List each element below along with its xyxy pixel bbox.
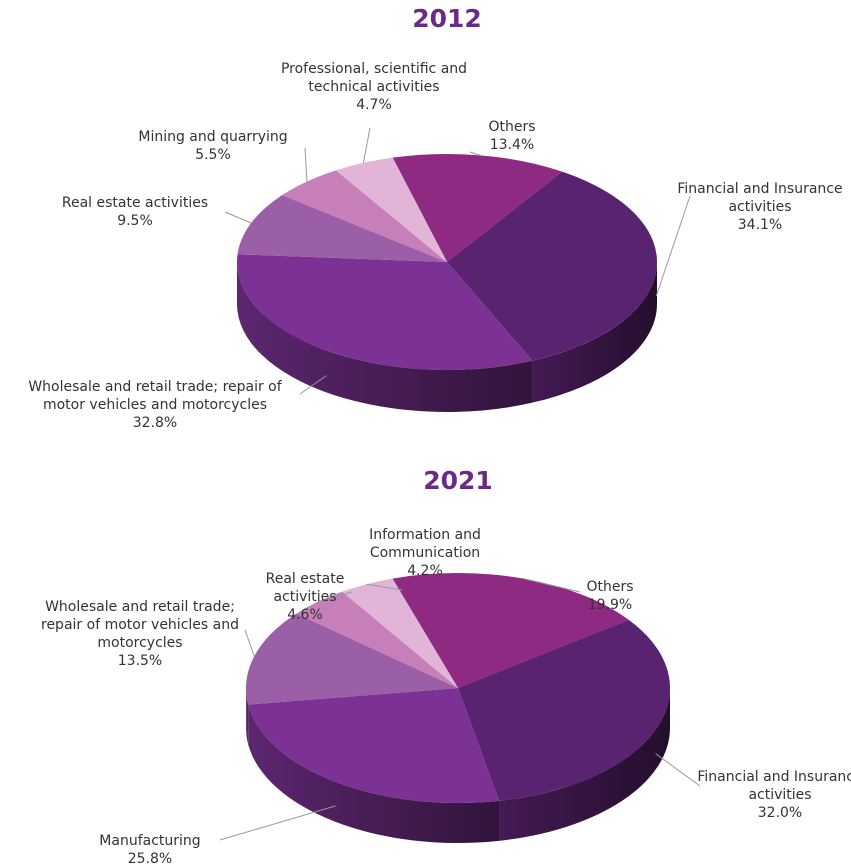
leader-line [317, 591, 353, 603]
slice-label: Real estate activities 4.6% [260, 570, 350, 624]
leader-line [244, 629, 255, 657]
pie-slice [458, 619, 671, 801]
leader-line [655, 753, 701, 787]
pie-side [532, 262, 657, 403]
slice-name: Wholesale and retail trade; repair of mo… [41, 599, 239, 651]
slice-value: 9.5% [117, 213, 153, 229]
slice-label: Manufacturing 25.8% [80, 832, 220, 868]
pie-side [499, 688, 670, 841]
pie-slice [246, 613, 458, 705]
slice-value: 4.7% [356, 97, 392, 113]
slice-label: Real estate activities 9.5% [50, 194, 220, 230]
slice-name: Others [586, 579, 634, 595]
pie-slice [296, 591, 458, 688]
slice-name: Real estate activities [61, 195, 209, 211]
slice-label: Financial and Insurance activities 32.0% [695, 768, 851, 822]
slice-label: Others 19.9% [550, 578, 670, 614]
slice-label: Wholesale and retail trade; repair of mo… [40, 598, 240, 670]
pie-slice [392, 153, 563, 262]
slice-label: Professional, scientific and technical a… [274, 60, 474, 114]
slice-value: 4.2% [407, 563, 443, 579]
pie-slice [335, 157, 447, 262]
slice-value: 13.5% [117, 653, 163, 669]
slice-label: Others 13.4% [452, 118, 572, 154]
slice-label: Financial and Insurance activities 34.1% [665, 180, 851, 234]
slice-name: Mining and quarrying [138, 129, 288, 145]
slice-value: 5.5% [195, 147, 231, 163]
slice-label: Mining and quarrying 5.5% [128, 128, 298, 164]
chart-title: 2021 [423, 466, 493, 495]
pie-slice [248, 688, 500, 804]
leader-line [304, 147, 308, 182]
slice-name: Information and Communication [369, 527, 481, 561]
leader-line [469, 151, 481, 156]
slice-name: Professional, scientific and technical a… [280, 61, 468, 95]
slice-value: 25.8% [127, 851, 173, 867]
chart-title: 2012 [412, 4, 482, 33]
leader-line [655, 195, 691, 297]
slice-name: Wholesale and retail trade; repair of mo… [28, 379, 282, 413]
pie-side [248, 704, 500, 844]
leader-line [522, 578, 581, 593]
leader-line [219, 805, 336, 841]
slice-name: Manufacturing [99, 833, 201, 849]
slice-value: 4.6% [287, 607, 323, 623]
leader-line [299, 375, 327, 395]
slice-label: Information and Communication 4.2% [350, 526, 500, 580]
slice-value: 32.8% [132, 415, 178, 431]
slice-name: Real estate activities [265, 571, 345, 605]
slice-value: 13.4% [489, 137, 535, 153]
pie-slice [237, 195, 447, 262]
pie-side [246, 688, 249, 745]
pie-slice [392, 573, 629, 688]
slice-value: 19.9% [587, 597, 633, 613]
slice-name: Financial and Insurance activities [677, 181, 843, 215]
slice-value: 32.0% [757, 805, 803, 821]
pie-slice [237, 254, 533, 371]
pie-side [237, 262, 533, 412]
slice-name: Others [488, 119, 536, 135]
pie-slice [282, 170, 447, 262]
slice-name: Financial and Insurance activities [697, 769, 851, 803]
pie-slice [447, 171, 657, 361]
leader-line [362, 127, 371, 164]
slice-value: 34.1% [737, 217, 783, 233]
pie-slice [342, 578, 458, 688]
leader-line [366, 583, 403, 591]
leader-line [224, 211, 252, 224]
slice-label: Wholesale and retail trade; repair of mo… [15, 378, 295, 432]
